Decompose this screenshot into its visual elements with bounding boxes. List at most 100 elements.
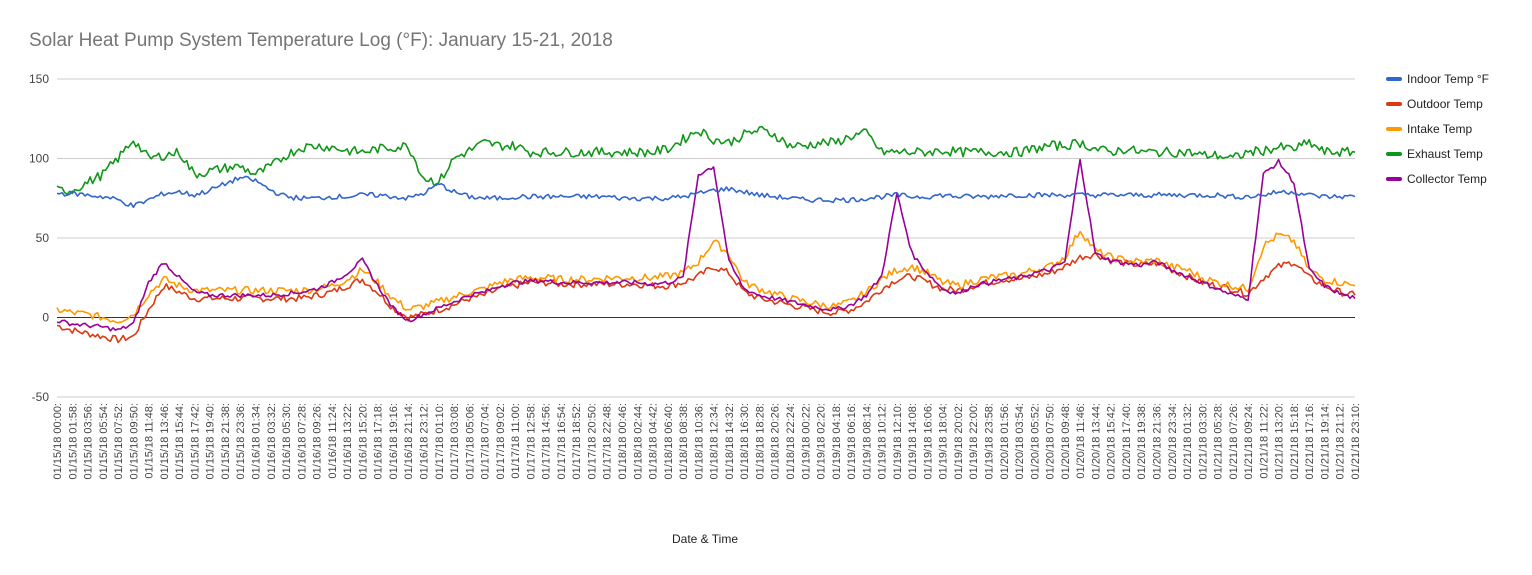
x-tick-label: 01/16/18 07:28: [296, 403, 308, 479]
x-axis-ticks: 01/15/18 00:00: 01/15/18 01:58: 01/15/18 0… [52, 403, 1362, 479]
chart-title: Solar Heat Pump System Temperature Log (… [29, 30, 613, 51]
legend-label: Outdoor Temp [1407, 97, 1483, 111]
x-tick-label: 01/16/18 21:14: [403, 403, 415, 479]
x-tick-label: 01/15/18 21:38: [220, 403, 232, 479]
legend-label: Collector Temp [1407, 172, 1487, 186]
x-tick-label: 01/15/18 00:00: [52, 403, 64, 479]
x-tick-label: 01/20/18 19:38: [1136, 403, 1148, 479]
x-tick-label: 01/21/18 13:20: [1274, 403, 1286, 479]
x-tick-label: 01/21/18 03:30: [1197, 403, 1209, 479]
x-tick-label: 01/19/18 18:04: [938, 403, 950, 479]
x-tick-label: 01/21/18 17:16: [1304, 403, 1316, 479]
x-tick-label: 01/16/18 03:32: [266, 403, 278, 479]
x-tick-label: 01/21/18 09:24: [1243, 403, 1255, 479]
x-tick-label: 01/17/18 11:00: [510, 403, 522, 479]
x-tick-label: 01/18/18 08:38: [678, 403, 690, 479]
x-tick-label: 01/21/18 01:32: [1182, 403, 1194, 479]
x-tick-label: 01/18/18 12:34: [709, 403, 721, 479]
x-tick-label: 01/19/18 22:00: [968, 403, 980, 479]
x-tick-label: 01/17/18 14:56: [541, 403, 553, 479]
y-tick-label: 50 [36, 231, 50, 245]
x-tick-label: 01/19/18 14:08: [907, 403, 919, 479]
x-tick-label: 01/19/18 04:18: [831, 403, 843, 479]
x-tick-label: 01/15/18 15:44: [174, 403, 186, 479]
x-tick-label: 01/20/18 11:46: [1075, 403, 1087, 479]
x-tick-label: 01/18/18 00:46: [617, 403, 629, 479]
x-axis-label: Date & Time [672, 532, 738, 546]
series-line [56, 158, 1356, 332]
x-tick-label: 01/21/18 23:10: [1350, 403, 1362, 479]
x-tick-label: 01/15/18 17:42: [189, 403, 201, 479]
x-tick-label: 01/17/18 22:48: [602, 403, 614, 479]
x-tick-label: 01/19/18 02:20: [816, 403, 828, 479]
x-tick-label: 01/20/18 01:56: [999, 403, 1011, 479]
x-tick-label: 01/18/18 18:28: [754, 403, 766, 479]
x-tick-label: 01/18/18 16:30: [739, 403, 751, 479]
y-tick-label: -50 [32, 390, 50, 404]
series-line [56, 230, 1356, 324]
x-tick-label: 01/19/18 12:10: [892, 403, 904, 479]
x-tick-label: 01/17/18 01:10: [434, 403, 446, 479]
x-tick-label: 01/21/18 05:28: [1213, 403, 1225, 479]
x-tick-label: 01/15/18 07:52: [113, 403, 125, 479]
series-line [56, 175, 1356, 209]
x-tick-label: 01/18/18 02:44: [632, 403, 644, 479]
x-tick-label: 01/20/18 07:50: [1045, 403, 1057, 479]
x-tick-label: 01/16/18 19:16: [388, 403, 400, 479]
x-tick-label: 01/18/18 20:26: [770, 403, 782, 479]
x-tick-label: 01/20/18 21:36: [1151, 403, 1163, 479]
series-line [56, 251, 1356, 344]
x-tick-label: 01/15/18 13:46: [159, 403, 171, 479]
x-tick-label: 01/20/18 17:40: [1121, 403, 1133, 479]
x-tick-label: 01/21/18 07:26: [1228, 403, 1240, 479]
x-tick-label: 01/21/18 11:22: [1258, 403, 1270, 479]
x-tick-label: 01/18/18 22:24: [785, 403, 797, 479]
x-tick-label: 01/20/18 15:42: [1106, 403, 1118, 479]
x-tick-label: 01/18/18 06:40: [663, 403, 675, 479]
x-tick-label: 01/16/18 09:26: [312, 403, 324, 479]
x-tick-label: 01/16/18 11:24: [327, 403, 339, 479]
gridlines [57, 78, 1355, 398]
y-tick-label: 150 [29, 72, 49, 86]
x-tick-label: 01/19/18 10:12: [877, 403, 889, 479]
x-tick-label: 01/18/18 14:32: [724, 403, 736, 479]
series-lines [56, 125, 1356, 344]
x-tick-label: 01/20/18 03:54: [1014, 403, 1026, 479]
x-tick-label: 01/16/18 13:22: [342, 403, 354, 479]
x-tick-label: 01/16/18 23:12: [418, 403, 430, 479]
x-tick-label: 01/17/18 12:58: [525, 403, 537, 479]
x-tick-label: 01/15/18 03:56: [83, 403, 95, 479]
x-tick-label: 01/15/18 09:50: [128, 403, 140, 479]
x-tick-label: 01/19/18 06:16: [846, 403, 858, 479]
series-line [56, 125, 1356, 195]
x-tick-label: 01/15/18 19:40: [205, 403, 217, 479]
y-tick-label: 0 [42, 311, 49, 325]
x-tick-label: 01/21/18 15:18: [1289, 403, 1301, 479]
x-tick-label: 01/20/18 09:48: [1060, 403, 1072, 479]
x-tick-label: 01/19/18 00:22: [800, 403, 812, 479]
x-tick-label: 01/20/18 23:34: [1167, 403, 1179, 479]
x-tick-label: 01/15/18 01:58: [67, 403, 79, 479]
x-tick-label: 01/18/18 04:42: [648, 403, 660, 479]
x-tick-label: 01/21/18 21:12: [1335, 403, 1347, 479]
x-tick-label: 01/19/18 20:02: [953, 403, 965, 479]
x-tick-label: 01/17/18 05:06: [464, 403, 476, 479]
x-tick-label: 01/16/18 01:34: [251, 403, 263, 479]
y-axis-ticks: 150 100 50 0 -50 [29, 72, 49, 404]
legend-label: Intake Temp [1407, 122, 1472, 136]
x-tick-label: 01/15/18 05:54: [98, 403, 110, 479]
x-tick-label: 01/19/18 16:06: [922, 403, 934, 479]
x-tick-label: 01/19/18 23:58: [984, 403, 996, 479]
x-tick-label: 01/17/18 03:08: [449, 403, 461, 479]
legend-label: Indoor Temp °F [1407, 72, 1489, 86]
x-tick-label: 01/20/18 05:52: [1029, 403, 1041, 479]
legend: Indoor Temp °F Outdoor Temp Intake Temp Exh… [1386, 72, 1489, 186]
x-tick-label: 01/17/18 18:52: [571, 403, 583, 479]
x-tick-label: 01/17/18 16:54: [556, 403, 568, 479]
y-tick-label: 100 [29, 152, 49, 166]
x-tick-label: 01/16/18 17:18: [373, 403, 385, 479]
x-tick-label: 01/15/18 23:36: [235, 403, 247, 479]
x-tick-label: 01/16/18 05:30: [281, 403, 293, 479]
x-tick-label: 01/20/18 13:44: [1090, 403, 1102, 479]
